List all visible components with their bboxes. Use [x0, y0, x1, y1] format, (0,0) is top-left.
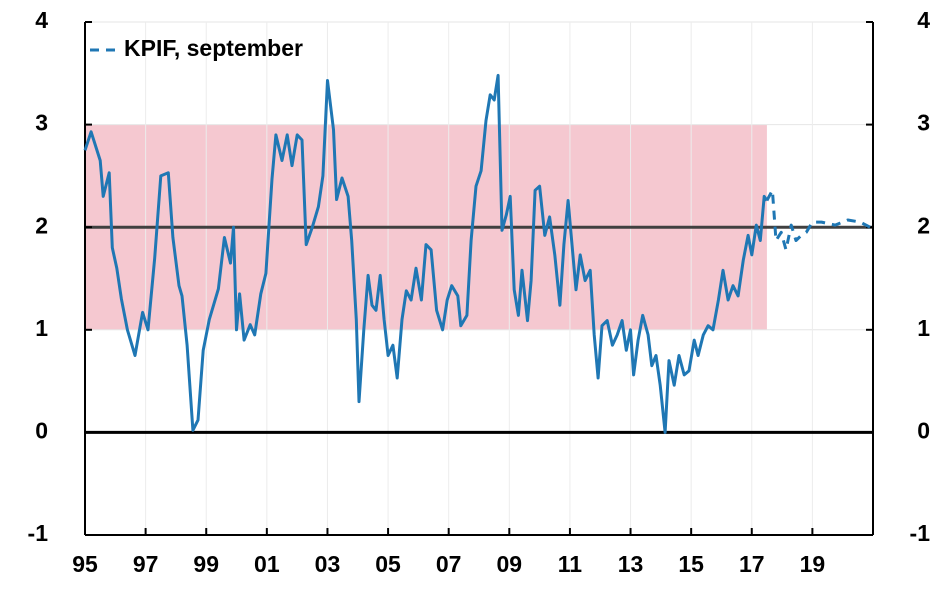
x-tick-label: 01 [254, 551, 280, 577]
x-tick-label: 11 [558, 551, 583, 577]
y-tick-label: 4 [35, 7, 48, 33]
data-line [765, 188, 871, 252]
y2-tick-label: 4 [917, 7, 930, 33]
x-tick-label: 13 [618, 551, 644, 577]
x-tick-label: 09 [497, 551, 523, 577]
y-tick-label: 2 [35, 212, 48, 238]
y-tick-label: 3 [35, 110, 48, 136]
x-tick-label: 03 [315, 551, 341, 577]
x-tick-label: 05 [375, 551, 401, 577]
y2-tick-label: -1 [910, 520, 931, 546]
x-tick-label: 95 [72, 551, 98, 577]
y-tick-label: -1 [28, 520, 49, 546]
data-line [83, 73, 769, 434]
x-tick-label: 07 [436, 551, 462, 577]
y2-tick-label: 2 [917, 212, 930, 238]
y2-tick-label: 3 [917, 110, 930, 136]
legend-label: KPIF, september [124, 35, 303, 61]
x-tick-label: 15 [678, 551, 704, 577]
x-tick-label: 17 [739, 551, 765, 577]
x-tick-label: 99 [193, 551, 219, 577]
y-tick-label: 1 [35, 315, 48, 341]
x-tick-label: 19 [800, 551, 826, 577]
x-tick-label: 97 [133, 551, 159, 577]
y2-tick-label: 1 [917, 315, 930, 341]
y-tick-label: 0 [35, 417, 48, 443]
y2-tick-label: 0 [917, 417, 930, 443]
